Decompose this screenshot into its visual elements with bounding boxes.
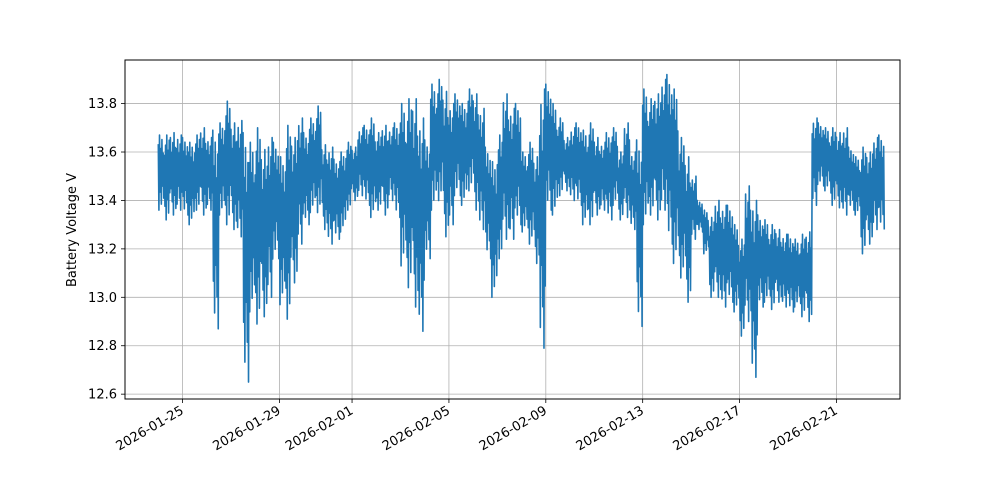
x-tick-label: 2026-02-01 (283, 403, 356, 454)
y-axis-label: Battery Voltage V (65, 173, 80, 287)
x-tick-label: 2026-02-21 (767, 403, 840, 454)
y-tick-label: 13.2 (88, 242, 117, 257)
y-tick-label: 13.6 (88, 146, 117, 161)
data-line-group (157, 73, 886, 383)
plot-frame (124, 59, 901, 400)
y-tick-label: 13.4 (88, 194, 117, 209)
y-tick-label: 12.8 (88, 339, 117, 354)
y-axis-ticks: 12.6 12.8 13.0 13.2 13.4 13.6 13.8 (88, 97, 125, 403)
x-tick-label: 2026-02-17 (671, 403, 744, 454)
x-axis-ticks: 2026-01-25 2026-01-29 2026-02-01 2026-02-05… (114, 399, 840, 454)
x-tick-label: 2026-01-25 (114, 403, 187, 454)
y-tick-label: 13.0 (88, 291, 117, 306)
x-tick-label: 2026-02-13 (574, 403, 647, 454)
voltage-series-line (157, 73, 886, 383)
y-tick-label: 13.8 (88, 97, 117, 112)
x-tick-label: 2026-01-29 (210, 403, 283, 454)
x-tick-label: 2026-02-05 (380, 403, 453, 454)
x-tick-label: 2026-02-09 (477, 403, 550, 454)
y-tick-label: 12.6 (88, 388, 117, 403)
